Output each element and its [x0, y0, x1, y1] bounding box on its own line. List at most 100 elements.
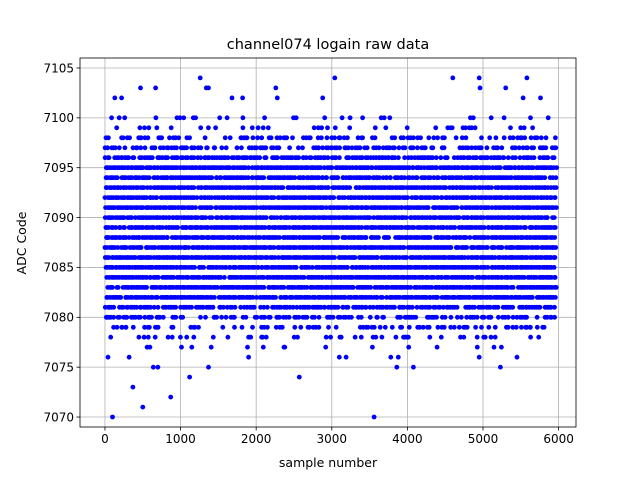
data-point: [553, 135, 558, 141]
data-point: [323, 205, 329, 211]
data-point: [434, 314, 439, 320]
data-point: [444, 155, 450, 161]
data-point: [120, 304, 126, 310]
data-point: [290, 304, 296, 310]
data-point: [245, 175, 251, 181]
data-point: [477, 85, 483, 91]
data-point: [227, 165, 233, 171]
data-point: [508, 125, 513, 131]
data-point: [150, 364, 156, 370]
data-point: [165, 235, 170, 240]
data-point: [414, 195, 420, 201]
data-point: [402, 155, 407, 161]
data-point: [552, 314, 557, 320]
data-point: [197, 75, 203, 81]
data-point: [208, 344, 214, 350]
data-point: [232, 314, 237, 320]
data-point: [344, 205, 350, 211]
data-point: [534, 314, 540, 320]
data-point: [126, 354, 132, 360]
data-point: [165, 334, 171, 340]
data-point: [105, 145, 110, 151]
data-point: [244, 135, 250, 141]
data-point: [238, 304, 244, 310]
data-point: [337, 155, 342, 161]
data-point: [456, 215, 462, 221]
data-point: [528, 115, 533, 121]
data-point: [246, 354, 252, 360]
data-point: [296, 374, 302, 380]
data-point: [492, 334, 498, 340]
data-point: [195, 215, 201, 221]
data-point: [488, 314, 494, 320]
data-point: [181, 115, 187, 121]
data-point: [233, 255, 238, 260]
data-point: [150, 295, 155, 300]
data-point: [465, 165, 471, 171]
data-point: [180, 314, 186, 320]
data-point: [250, 135, 256, 141]
data-point: [193, 205, 198, 211]
data-point: [173, 314, 179, 320]
data-point: [320, 145, 325, 151]
data-point: [471, 245, 477, 250]
data-point: [257, 155, 263, 161]
data-point: [293, 215, 299, 221]
data-point: [262, 115, 267, 121]
data-point: [165, 155, 171, 161]
data-point: [278, 215, 284, 221]
data-point: [451, 324, 457, 330]
data-point: [153, 115, 159, 121]
data-point: [513, 324, 519, 330]
data-point: [316, 175, 322, 181]
data-point: [171, 275, 177, 280]
data-point: [375, 255, 380, 260]
data-point: [318, 165, 324, 171]
data-point: [232, 304, 238, 310]
data-point: [106, 135, 111, 141]
data-point: [244, 155, 250, 161]
data-point: [544, 314, 550, 320]
data-point: [175, 155, 180, 161]
data-point: [533, 275, 539, 280]
data-point: [120, 135, 126, 141]
data-point: [223, 265, 229, 270]
data-point: [304, 314, 310, 320]
data-point: [531, 155, 537, 161]
data-point: [220, 324, 226, 330]
data-point: [489, 185, 494, 191]
data-point: [146, 125, 152, 131]
data-point: [381, 314, 386, 320]
data-point: [136, 235, 142, 240]
data-point: [358, 334, 364, 340]
data-point: [525, 245, 531, 250]
data-point: [431, 275, 437, 280]
data-point: [450, 75, 456, 81]
data-point: [338, 334, 344, 340]
data-point: [191, 334, 197, 340]
data-point: [510, 324, 516, 330]
data-point: [482, 334, 488, 340]
data-point: [501, 115, 507, 121]
data-point: [140, 225, 146, 230]
data-point: [379, 334, 385, 340]
data-point: [512, 165, 518, 171]
data-point: [112, 95, 118, 101]
data-point: [276, 255, 281, 260]
data-point: [435, 195, 440, 201]
data-point: [491, 344, 497, 350]
data-point: [132, 255, 138, 260]
data-point: [172, 185, 178, 191]
data-point: [553, 205, 559, 211]
data-point: [306, 304, 312, 310]
data-point: [357, 145, 363, 151]
data-point: [152, 145, 158, 151]
data-point: [479, 135, 484, 141]
data-point: [217, 115, 223, 121]
data-point: [333, 324, 339, 330]
data-point: [273, 295, 278, 300]
data-point: [151, 225, 157, 230]
data-point: [198, 314, 203, 320]
data-point: [503, 85, 509, 91]
data-point: [496, 314, 501, 320]
